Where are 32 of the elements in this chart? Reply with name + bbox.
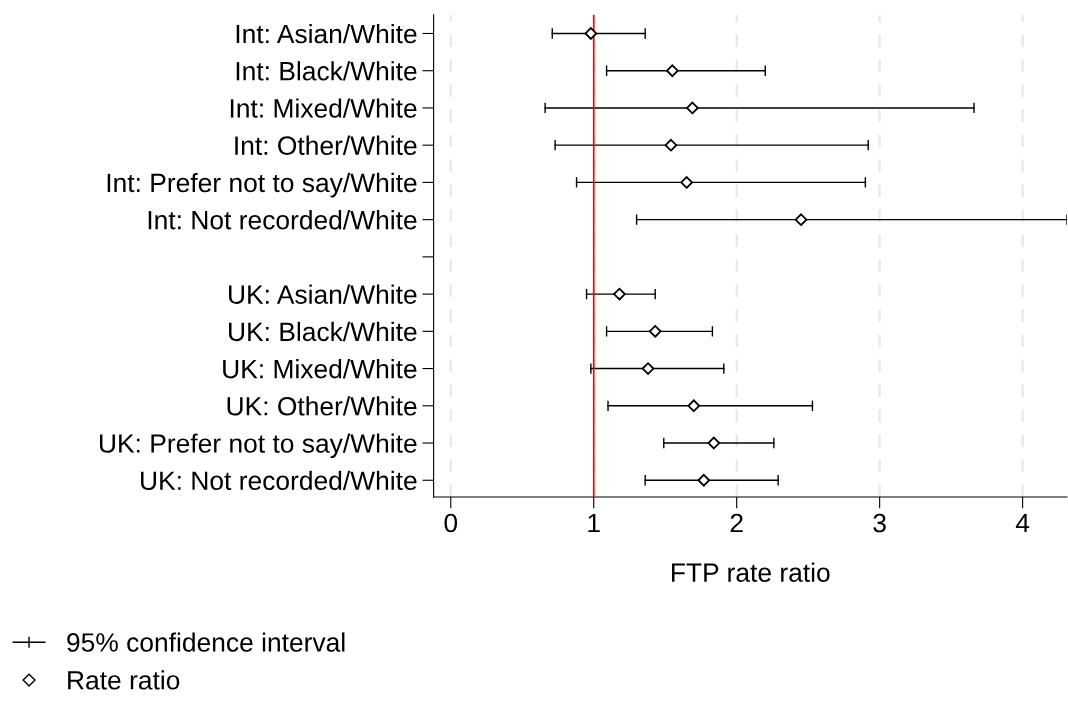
point — [641, 362, 655, 375]
y-tick-label: UK: Other/White — [227, 396, 417, 416]
y-tick-label: UK: Black/White — [229, 321, 417, 342]
x-tick-label: 0 — [444, 513, 458, 533]
y-tick-label: Int: Other/White — [235, 135, 417, 155]
y-tick-label: Int: Mixed/White — [230, 98, 417, 118]
y-tick-label: Int: Asian/White — [236, 23, 417, 44]
y-tick-label: Int: Black/White — [236, 61, 417, 81]
point — [707, 436, 721, 450]
point — [680, 176, 693, 189]
x-tick-label: 1 — [588, 513, 600, 533]
point — [648, 325, 662, 338]
text: 95% confidence interval — [67, 632, 345, 652]
y-tick-label: UK: Prefer not to say/White — [99, 433, 417, 459]
point — [666, 64, 679, 78]
x-tick-label: 4 — [1015, 513, 1030, 533]
point — [584, 27, 598, 40]
y-tick-label: Int: Not recorded/White — [148, 210, 417, 230]
y-tick-label: UK: Not recorded/White — [141, 470, 417, 491]
x-tick-label: 2 — [730, 513, 743, 533]
y-tick-label: Int: Prefer not to say/White — [107, 172, 417, 198]
legend-label: Rate ratio — [68, 670, 180, 690]
point — [687, 399, 701, 413]
x-axis-title: FTP rate ratio — [672, 562, 830, 582]
x-tick-label: 3 — [873, 513, 886, 533]
point — [794, 213, 808, 226]
point — [686, 101, 699, 115]
y-tick-label: UK: Mixed/White — [223, 359, 417, 379]
point — [613, 287, 626, 301]
point — [697, 473, 711, 487]
point — [664, 138, 678, 152]
y-tick-label: UK: Asian/White — [229, 284, 417, 304]
